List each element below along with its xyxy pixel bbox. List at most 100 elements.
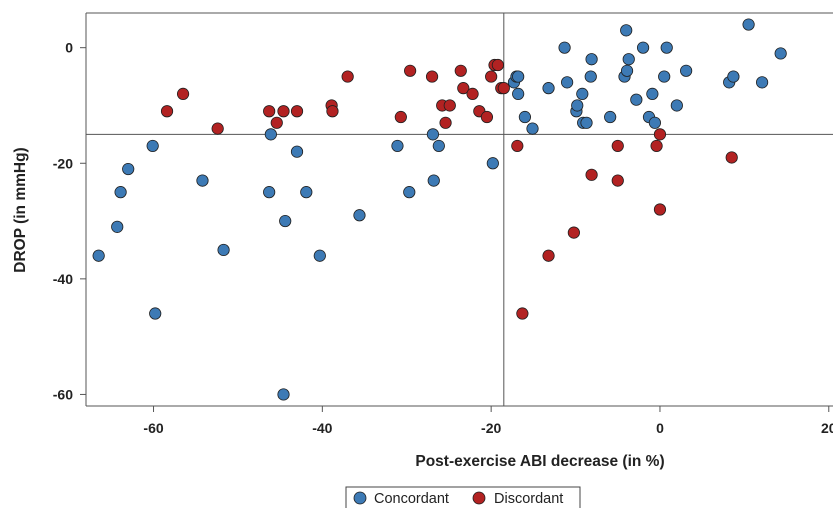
data-point-concordant xyxy=(264,128,277,141)
data-point-concordant xyxy=(217,243,230,257)
data-point-discordant xyxy=(439,116,452,129)
legend-label-concordant: Concordant xyxy=(374,491,449,507)
data-point-discordant xyxy=(516,307,529,320)
data-point-discordant xyxy=(160,105,174,118)
data-point-concordant xyxy=(658,70,671,83)
legend-box xyxy=(345,486,581,508)
data-point-discordant xyxy=(485,70,498,83)
data-point-concordant xyxy=(146,139,159,153)
x-tick-label: -60 xyxy=(143,420,163,436)
data-point-concordant xyxy=(512,87,525,101)
x-tick-label: 20 xyxy=(821,420,833,436)
y-axis: 0 -20 -40 -60 xyxy=(53,40,86,402)
x-tick-label: 0 xyxy=(656,420,664,436)
data-point-discordant xyxy=(585,168,598,181)
data-point-concordant xyxy=(353,209,366,222)
data-point-concordant xyxy=(518,110,532,124)
data-point-discordant xyxy=(211,122,224,135)
x-tick-label: -40 xyxy=(312,420,332,436)
data-point-discordant xyxy=(725,151,738,164)
data-point-concordant xyxy=(580,116,593,129)
data-point-concordant xyxy=(561,76,574,89)
data-point-discordant xyxy=(611,174,624,187)
data-point-concordant xyxy=(391,139,404,153)
reference-lines xyxy=(86,13,833,406)
data-point-concordant xyxy=(432,139,445,153)
data-point-discordant xyxy=(653,128,667,141)
data-point-discordant xyxy=(457,82,470,95)
y-axis-title: DROP (in mmHg) xyxy=(12,147,29,272)
data-point-concordant xyxy=(620,24,633,37)
data-point-concordant xyxy=(122,162,135,176)
data-point-discordant xyxy=(466,87,479,101)
y-tick-label: -60 xyxy=(53,386,73,402)
data-point-concordant xyxy=(755,76,769,89)
data-point-concordant xyxy=(774,47,787,60)
data-point-concordant xyxy=(526,122,539,135)
data-point-discordant xyxy=(491,58,505,72)
data-point-concordant xyxy=(427,174,440,187)
data-point-concordant xyxy=(196,174,209,187)
data-point-discordant xyxy=(270,116,283,129)
data-point-discordant xyxy=(404,64,417,77)
data-point-concordant xyxy=(403,186,416,199)
data-point-concordant xyxy=(92,249,105,262)
data-point-concordant xyxy=(277,388,290,401)
data-point-concordant xyxy=(114,186,127,199)
data-point-concordant xyxy=(660,41,673,54)
data-point-concordant xyxy=(585,53,598,66)
legend: Concordant Discordant xyxy=(345,486,581,508)
plot-frame xyxy=(85,12,833,407)
legend-label-discordant: Discordant xyxy=(494,491,563,507)
data-point-concordant xyxy=(630,93,643,106)
data-point-discordant xyxy=(497,82,510,95)
data-point-concordant xyxy=(558,41,571,54)
data-point-concordant xyxy=(279,214,292,228)
legend-marker-discordant xyxy=(472,491,486,505)
x-axis-title: Post-exercise ABI decrease (in %) xyxy=(415,453,664,470)
data-point-discordant xyxy=(176,87,190,101)
data-point-discordant xyxy=(326,105,339,118)
data-point-concordant xyxy=(542,82,555,95)
data-point-discordant xyxy=(341,70,354,83)
data-point-concordant xyxy=(622,53,635,66)
data-point-concordant xyxy=(426,128,440,141)
data-point-concordant xyxy=(670,99,683,112)
data-point-concordant xyxy=(512,70,525,83)
data-point-concordant xyxy=(300,186,313,199)
data-point-discordant xyxy=(567,226,580,239)
data-point-discordant xyxy=(277,105,290,118)
data-point-discordant xyxy=(511,139,524,153)
data-point-concordant xyxy=(263,186,276,199)
data-point-discordant xyxy=(443,99,456,112)
x-axis: -60 -40 -20 0 20 xyxy=(143,406,833,436)
data-point-concordant xyxy=(571,99,584,112)
data-point-discordant xyxy=(394,110,407,124)
y-tick-label: -40 xyxy=(53,271,73,287)
data-point-concordant xyxy=(576,87,589,101)
data-point-concordant xyxy=(648,116,662,129)
data-point-concordant xyxy=(486,157,499,170)
data-point-discordant xyxy=(425,70,439,83)
data-point-discordant xyxy=(454,64,467,77)
data-point-discordant xyxy=(650,139,663,153)
data-point-discordant xyxy=(542,249,555,262)
data-point-concordant xyxy=(646,87,659,101)
data-point-discordant xyxy=(653,203,667,216)
data-point-discordant xyxy=(263,105,276,118)
data-point-discordant xyxy=(480,110,494,124)
data-point-discordant xyxy=(611,139,624,153)
data-point-concordant xyxy=(111,220,124,233)
y-tick-label: -20 xyxy=(53,155,73,171)
data-point-concordant xyxy=(604,110,617,124)
data-point-concordant xyxy=(290,145,304,158)
data-point-discordant xyxy=(290,105,304,118)
data-points xyxy=(92,18,787,401)
data-point-concordant xyxy=(727,70,740,83)
data-point-concordant xyxy=(149,307,162,320)
x-tick-label: -20 xyxy=(481,420,501,436)
data-point-concordant xyxy=(680,64,693,77)
data-point-concordant xyxy=(313,249,326,262)
data-point-concordant xyxy=(584,70,597,83)
